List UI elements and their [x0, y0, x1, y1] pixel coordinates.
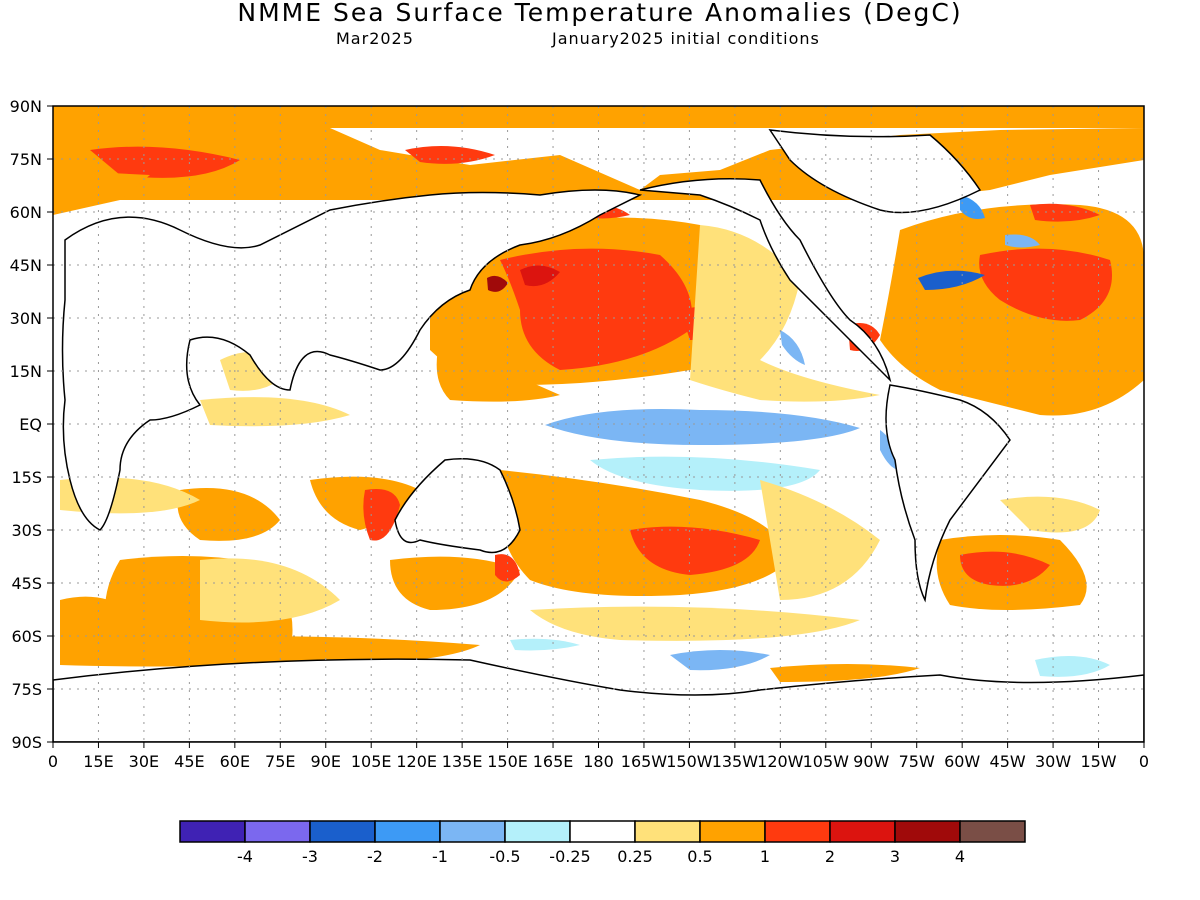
lat-tick-label: 60S: [11, 627, 42, 646]
lon-tick-label: 90W: [853, 752, 889, 771]
lon-tick-label: 75E: [265, 752, 295, 771]
colorbar-swatch: [764, 820, 831, 843]
lon-tick-label: 45W: [990, 752, 1026, 771]
lat-tick-label: 75N: [10, 150, 42, 169]
colorbar-swatch: [634, 820, 701, 843]
lat-tick-label: 60N: [10, 203, 42, 222]
colorbar-swatch: [504, 820, 571, 843]
colorbar-label: -2: [367, 847, 383, 866]
colorbar-swatch: [244, 820, 311, 843]
lon-tick-label: 120E: [396, 752, 437, 771]
colorbar-label: 3: [890, 847, 900, 866]
lon-tick-label: 60E: [220, 752, 250, 771]
lon-tick-label: 75W: [899, 752, 935, 771]
lat-tick-label: 15S: [11, 468, 42, 487]
lat-tick-label: EQ: [19, 415, 42, 434]
lat-tick-label: 90S: [11, 733, 42, 752]
lon-tick-label: 45E: [174, 752, 204, 771]
lon-tick-label: 105E: [351, 752, 392, 771]
lon-tick-label: 15E: [83, 752, 113, 771]
lon-tick-label: 165W: [621, 752, 668, 771]
colorbar-swatch: [894, 820, 961, 843]
lon-tick-label: 135W: [712, 752, 759, 771]
lon-tick-label: 165E: [533, 752, 574, 771]
latitude-labels: 90N 75N 60N 45N 30N 15N EQ 15S 30S 45S 60S 75S 90S: [10, 97, 53, 752]
lat-tick-label: 90N: [10, 97, 42, 116]
colorbar-label: 0.25: [617, 847, 653, 866]
longitude-labels: 0 15E 30E 45E 60E 75E 90E 105E 120E 135E 150E 165E 1…: [48, 742, 1149, 771]
colorbar-swatch: [374, 820, 441, 843]
initial-conditions-label: January2025 initial conditions: [552, 29, 820, 48]
colorbar-swatch: [309, 820, 376, 843]
lon-tick-label: 120W: [757, 752, 804, 771]
lon-tick-label: 90E: [311, 752, 341, 771]
lat-tick-label: 15N: [10, 362, 42, 381]
colorbar-label: -4: [237, 847, 253, 866]
colorbar-label: 2: [825, 847, 835, 866]
colorbar: [179, 820, 1026, 843]
lat-tick-label: 30N: [10, 309, 42, 328]
lat-tick-label: 45N: [10, 256, 42, 275]
map-title: NMME Sea Surface Temperature Anomalies (…: [237, 0, 963, 27]
colorbar-swatch: [179, 820, 246, 843]
colorbar-label: -1: [432, 847, 448, 866]
lon-tick-label: 30E: [129, 752, 159, 771]
lon-tick-label: 30W: [1035, 752, 1071, 771]
colorbar-label: -3: [302, 847, 318, 866]
lon-tick-label: 0: [48, 752, 58, 771]
forecast-month: Mar2025: [336, 29, 414, 48]
colorbar-swatch: [699, 820, 766, 843]
lon-tick-label: 0: [1139, 752, 1149, 771]
lat-tick-label: 45S: [11, 574, 42, 593]
colorbar-label: 1: [760, 847, 770, 866]
colorbar-label: 4: [955, 847, 965, 866]
lat-tick-label: 30S: [11, 521, 42, 540]
colorbar-label: -0.25: [549, 847, 590, 866]
colorbar-label: 0.5: [687, 847, 712, 866]
colorbar-swatch: [829, 820, 896, 843]
lat-tick-label: 75S: [11, 680, 42, 699]
colorbar-labels: -4 -3 -2 -1 -0.5 -0.25 0.25 0.5 1 2 3 4: [237, 847, 965, 866]
colorbar-label: -0.5: [489, 847, 520, 866]
lon-tick-label: 135E: [442, 752, 483, 771]
continents: [53, 129, 1144, 742]
lon-tick-label: 180: [583, 752, 614, 771]
lon-tick-label: 60W: [944, 752, 980, 771]
lon-tick-label: 15W: [1080, 752, 1116, 771]
colorbar-swatch: [959, 820, 1026, 843]
colorbar-swatch: [569, 820, 636, 843]
lat-lon-grid: [53, 106, 1144, 742]
lon-tick-label: 105W: [803, 752, 850, 771]
lon-tick-label: 150W: [666, 752, 713, 771]
lon-tick-label: 150E: [487, 752, 528, 771]
colorbar-swatch: [439, 820, 506, 843]
